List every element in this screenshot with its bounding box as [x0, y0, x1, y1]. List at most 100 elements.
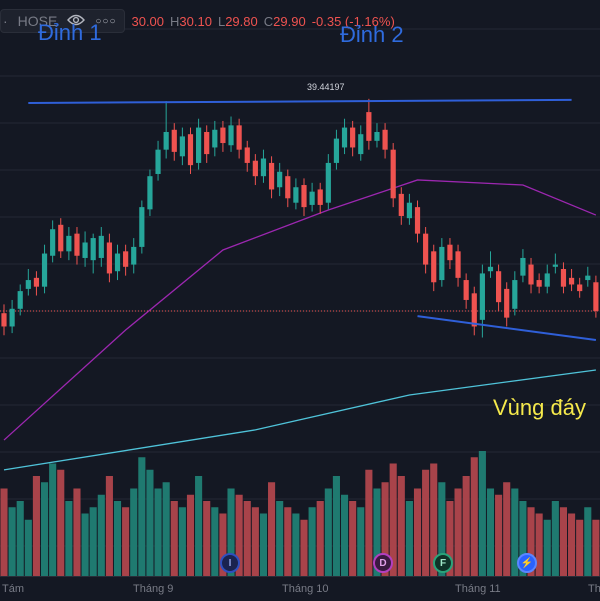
candle-body: [17, 291, 23, 309]
volume-bar: [57, 469, 65, 576]
event-icon-financial[interactable]: F: [433, 553, 453, 573]
volume-bar: [32, 476, 40, 576]
candle-body: [317, 189, 323, 205]
candle-body: [220, 127, 226, 144]
candle-body: [341, 127, 348, 148]
volume-bar: [130, 488, 138, 576]
candle-body: [155, 149, 161, 174]
volume-bar: [16, 501, 24, 576]
candle-body: [479, 273, 485, 320]
candle-body: [374, 131, 380, 141]
high-label: H: [170, 13, 180, 29]
candle-body: [114, 253, 121, 272]
volume-bar: [413, 488, 422, 576]
resistance-value-label: 39.44197: [307, 82, 345, 92]
volume-bar: [284, 507, 292, 576]
volume-bar: [422, 469, 430, 576]
bottom-zone-label[interactable]: Vùng đáy: [493, 395, 586, 420]
volume-bar: [405, 501, 413, 576]
candle-body: [585, 275, 591, 281]
volume-bar: [276, 501, 284, 576]
candle-body: [212, 129, 218, 148]
volume-bar: [389, 463, 397, 576]
volume-bar: [89, 507, 97, 576]
candle-body: [9, 308, 15, 327]
candle-body: [520, 257, 526, 276]
candle-body: [285, 176, 291, 199]
candle-body: [301, 185, 307, 208]
candle-body: [179, 136, 185, 157]
volume-bar: [8, 507, 16, 576]
candle-body: [398, 193, 404, 216]
volume-bar: [113, 501, 122, 576]
candle-body: [204, 131, 210, 155]
symbol-legend: · HOSE ○○○ 30.00 H30.10 L29.80 C29.90 -0…: [0, 8, 395, 34]
volume-bar: [162, 482, 170, 576]
candle-body: [260, 158, 267, 177]
candle-body: [350, 127, 356, 148]
candle-body: [309, 191, 315, 205]
candle-body: [82, 242, 88, 258]
candle-body: [106, 242, 112, 274]
candle-body: [74, 233, 80, 256]
high-value: 30.10: [179, 13, 212, 29]
event-icon-i[interactable]: I: [220, 553, 240, 573]
candle-body: [98, 235, 104, 258]
volume-bar: [65, 501, 73, 576]
volume-bar: [203, 501, 211, 576]
peak2-label[interactable]: Đỉnh 2: [340, 22, 404, 47]
volume-bar: [373, 488, 381, 576]
candle-body: [325, 162, 331, 203]
volume-bar: [292, 513, 300, 576]
volume-bar: [243, 501, 251, 576]
candle-body: [366, 112, 372, 141]
candle-body: [568, 277, 575, 285]
candle-body: [496, 271, 502, 303]
volume-bar: [446, 501, 454, 576]
ohlc-values: 30.00 H30.10 L29.80 C29.90 -0.35 (-1.16%…: [131, 14, 394, 29]
candle-body: [333, 138, 340, 163]
candle-body: [544, 273, 550, 287]
volume-bar: [535, 513, 543, 576]
volume-bar: [24, 519, 32, 576]
event-icon-dividend[interactable]: D: [373, 553, 393, 573]
candle-body: [228, 125, 234, 146]
volume-bar: [81, 513, 89, 576]
exchange-label: HOSE: [17, 13, 58, 29]
volume-bar: [340, 494, 349, 576]
peak1-label[interactable]: Đỉnh 1: [38, 20, 102, 45]
resistance-trendline: [28, 98, 572, 104]
volume-bar: [219, 513, 227, 576]
volume-bar: [470, 457, 478, 576]
volume-bar: [543, 519, 551, 576]
volume-bar: [186, 494, 195, 576]
volume-bar: [559, 507, 568, 576]
candle-body: [268, 162, 275, 190]
volume-bar: [592, 519, 600, 576]
candle-body: [528, 264, 534, 285]
volume-bar: [251, 507, 259, 576]
candle-body: [414, 207, 421, 234]
candle-body: [58, 224, 64, 252]
volume-bar: [146, 469, 154, 576]
change-value: -0.35 (-1.16%): [311, 13, 395, 29]
month-label: Tháng 10: [282, 583, 329, 595]
candle-body: [196, 127, 202, 163]
volume-bar: [478, 451, 486, 576]
symbol-box[interactable]: · HOSE ○○○: [0, 9, 126, 33]
volume-bar: [227, 488, 235, 576]
volume-bar: [138, 457, 146, 576]
more-icon[interactable]: ○○○: [95, 15, 117, 27]
lightning-icon[interactable]: ⚡: [517, 553, 537, 573]
month-label: Tháng 11: [455, 583, 501, 595]
candle-body: [147, 176, 153, 210]
volume-bar: [259, 513, 268, 576]
candle-body: [244, 147, 250, 163]
eye-icon[interactable]: [67, 13, 86, 29]
time-axis[interactable]: [0, 576, 600, 601]
candle-body: [66, 235, 72, 252]
volume-bar: [349, 501, 357, 576]
candle-body: [536, 280, 542, 287]
candle-body: [560, 269, 567, 287]
